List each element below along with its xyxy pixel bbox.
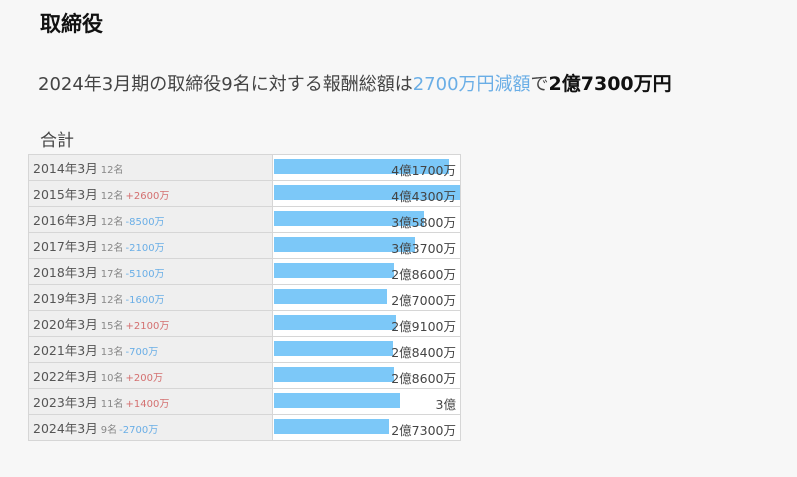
chart-row: 2014年3月 12名 4億1700万: [28, 154, 461, 181]
row-label-cell: 2021年3月 13名 -700万: [28, 336, 273, 363]
category-label: 2023年3月: [33, 395, 98, 410]
bar: [274, 263, 394, 278]
summary-suffix: で: [530, 74, 549, 95]
row-label-cell: 2017年3月 12名 -2100万: [28, 232, 273, 259]
bar: [274, 289, 387, 304]
summary-prefix: 2024年3月期の取締役9名に対する報酬総額は: [38, 74, 413, 95]
row-label-cell: 2022年3月 10名 +200万: [28, 362, 273, 389]
bar-cell: 2億7000万: [272, 284, 461, 311]
bar-cell: 3億: [272, 388, 461, 415]
chart-rows: 2014年3月 12名 4億1700万 2015年3月 12名 +2600万 4億4300万…: [28, 154, 461, 441]
chart-row: 2020年3月 15名 +2100万 2億9100万: [28, 310, 461, 337]
bar: [274, 341, 393, 356]
category-label: 2024年3月: [33, 421, 98, 436]
change-delta: +2100万: [125, 321, 170, 332]
value-label: 2億8600万: [391, 371, 456, 386]
bar-cell: 2億8600万: [272, 258, 461, 285]
change-delta: -2700万: [119, 425, 159, 436]
bar-cell: 4億1700万: [272, 154, 461, 181]
row-label-cell: 2018年3月 17名 -5100万: [28, 258, 273, 285]
chart-row: 2017年3月 12名 -2100万 3億3700万: [28, 232, 461, 259]
change-delta: +2600万: [125, 191, 170, 202]
chart-row: 2021年3月 13名 -700万 2億8400万: [28, 336, 461, 363]
bar-cell: 2億9100万: [272, 310, 461, 337]
category-label: 2021年3月: [33, 343, 98, 358]
chart-row: 2022年3月 10名 +200万 2億8600万: [28, 362, 461, 389]
category-label: 2015年3月: [33, 187, 98, 202]
director-count: 12名: [100, 191, 124, 202]
row-label-cell: 2016年3月 12名 -8500万: [28, 206, 273, 233]
director-count: 9名: [100, 425, 118, 436]
bar-cell: 4億4300万: [272, 180, 461, 207]
category-label: 2020年3月: [33, 317, 98, 332]
chart-row: 2019年3月 12名 -1600万 2億7000万: [28, 284, 461, 311]
category-label: 2018年3月: [33, 265, 98, 280]
director-count: 10名: [100, 373, 124, 384]
category-label: 2019年3月: [33, 291, 98, 306]
chart-row: 2024年3月 9名 -2700万 2億7300万: [28, 414, 461, 441]
bar-cell: 2億7300万: [272, 414, 461, 441]
row-label-cell: 2014年3月 12名: [28, 154, 273, 181]
bar-cell: 3億5800万: [272, 206, 461, 233]
category-label: 2014年3月: [33, 161, 98, 176]
change-delta: -1600万: [125, 295, 165, 306]
director-count: 12名: [100, 295, 124, 306]
change-delta: +200万: [125, 373, 163, 384]
director-count: 12名: [100, 217, 124, 228]
bar: [274, 237, 415, 252]
value-label: 2億8400万: [391, 345, 456, 360]
director-count: 17名: [100, 269, 124, 280]
value-label: 4億4300万: [391, 189, 456, 204]
section-label: 合計: [40, 131, 74, 151]
value-label: 4億1700万: [391, 163, 456, 178]
category-label: 2022年3月: [33, 369, 98, 384]
director-count: 11名: [100, 399, 124, 410]
summary-change: 2700万円減額: [412, 74, 531, 95]
chart-row: 2023年3月 11名 +1400万 3億: [28, 388, 461, 415]
change-delta: -700万: [125, 347, 159, 358]
row-label-cell: 2024年3月 9名 -2700万: [28, 414, 273, 441]
bar: [274, 211, 424, 226]
compensation-bar-chart: 2014年3月 12名 4億1700万 2015年3月 12名 +2600万 4億4300万…: [28, 154, 461, 441]
change-delta: -2100万: [125, 243, 165, 254]
chart-row: 2015年3月 12名 +2600万 4億4300万: [28, 180, 461, 207]
bar: [274, 367, 394, 382]
value-label: 3億: [435, 397, 456, 412]
chart-row: 2018年3月 17名 -5100万 2億8600万: [28, 258, 461, 285]
category-label: 2016年3月: [33, 213, 98, 228]
director-count: 12名: [100, 165, 124, 176]
row-label-cell: 2015年3月 12名 +2600万: [28, 180, 273, 207]
bar-cell: 3億3700万: [272, 232, 461, 259]
bar: [274, 159, 449, 174]
row-label-cell: 2019年3月 12名 -1600万: [28, 284, 273, 311]
director-count: 13名: [100, 347, 124, 358]
summary-text: 2024年3月期の取締役9名に対する報酬総額は2700万円減額で2億7300万円: [38, 69, 672, 96]
chart-row: 2016年3月 12名 -8500万 3億5800万: [28, 206, 461, 233]
bar: [274, 185, 460, 200]
change-delta: +1400万: [125, 399, 170, 410]
bar-cell: 2億8600万: [272, 362, 461, 389]
value-label: 2億7000万: [391, 293, 456, 308]
page-title: 取締役: [40, 12, 103, 36]
value-label: 3億5800万: [391, 215, 456, 230]
change-delta: -8500万: [125, 217, 165, 228]
bar: [274, 315, 396, 330]
value-label: 2億9100万: [391, 319, 456, 334]
value-label: 2億8600万: [391, 267, 456, 282]
row-label-cell: 2020年3月 15名 +2100万: [28, 310, 273, 337]
value-label: 3億3700万: [391, 241, 456, 256]
director-count: 15名: [100, 321, 124, 332]
director-count: 12名: [100, 243, 124, 254]
bar-cell: 2億8400万: [272, 336, 461, 363]
bar: [274, 419, 389, 434]
value-label: 2億7300万: [391, 423, 456, 438]
category-label: 2017年3月: [33, 239, 98, 254]
bar: [274, 393, 400, 408]
summary-total: 2億7300万円: [548, 73, 672, 95]
change-delta: -5100万: [125, 269, 165, 280]
row-label-cell: 2023年3月 11名 +1400万: [28, 388, 273, 415]
